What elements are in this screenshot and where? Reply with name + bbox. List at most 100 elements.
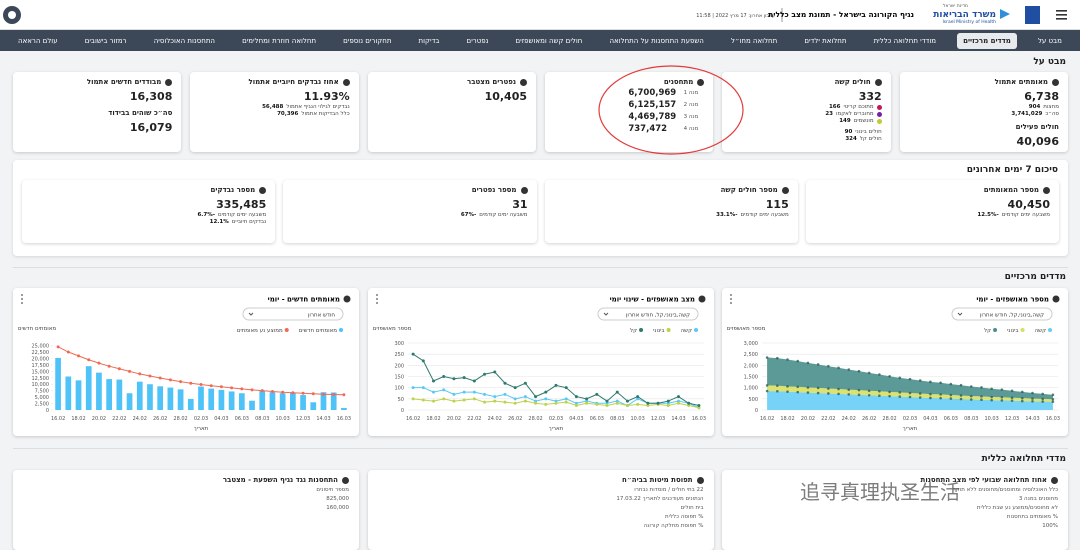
bar — [218, 389, 225, 410]
data-point — [523, 381, 527, 385]
info-icon[interactable] — [696, 476, 704, 484]
last-updated: עדכון אחרון: 17 מרץ 2022 | 11:58 — [696, 13, 775, 19]
nav-item[interactable]: מודדי תחלואה כללית — [873, 36, 937, 45]
legend-label: ממוצע נע מאומתים — [237, 328, 283, 334]
data-point — [878, 394, 881, 398]
legend-swatch — [339, 328, 343, 332]
data-point — [929, 380, 932, 384]
info-icon[interactable] — [1043, 186, 1050, 194]
chart-title: מספר מאושפזים - יומי — [976, 296, 1049, 304]
bar — [208, 388, 215, 410]
data-point — [990, 387, 993, 391]
info-icon[interactable] — [342, 78, 350, 86]
stat-card: תפוסת מיטות בביה״ח 22 בתי חולים / מוסדות … — [367, 470, 714, 550]
card-subtitle: סה״כ שוהים בבידוד — [108, 109, 173, 117]
card-text: מספר חיסונים — [316, 487, 349, 493]
info-icon[interactable] — [165, 78, 173, 86]
info-icon[interactable] — [1051, 476, 1058, 484]
data-point — [656, 401, 660, 405]
y-tick-label: 20,000 — [32, 356, 50, 362]
data-point — [523, 395, 527, 399]
x-tick-label: 24.02 — [133, 416, 147, 422]
data-point — [949, 382, 953, 386]
data-point — [1031, 391, 1034, 395]
stat-card: מספר נבדקים 335,485 משבעה ימים קודמים -6.7%… — [22, 180, 276, 243]
legend-swatch — [993, 328, 998, 332]
card-value: 10,405 — [484, 90, 528, 103]
data-point — [696, 406, 700, 410]
data-point — [107, 364, 111, 368]
info-icon[interactable] — [874, 78, 882, 86]
stat-value: 70,396 — [277, 111, 299, 117]
x-tick-label: 12.03 — [296, 416, 310, 422]
data-point — [867, 371, 871, 375]
bar — [238, 393, 245, 410]
x-tick-label: 14.03 — [1025, 416, 1039, 422]
stat-label: חולים בינוני — [855, 129, 882, 135]
info-icon[interactable] — [342, 476, 349, 484]
data-point — [949, 393, 953, 397]
nav-item[interactable]: מדדים מרכזיים — [957, 32, 1017, 49]
info-icon[interactable] — [697, 78, 705, 86]
card-title-text: מאומתים אתמול — [994, 78, 1048, 86]
nav-item[interactable]: תחלואת ילדים — [804, 36, 847, 45]
card-text: 825,000 — [326, 496, 349, 502]
nav-item[interactable]: בדיקות — [418, 36, 440, 45]
info-icon[interactable] — [259, 186, 267, 194]
summary-cards: מספר המאומתים 40,450 משבעה ימים קודמים -12.… — [22, 180, 1059, 243]
chart-card: מאומתים חדשים - יומי חודש אחרון מאומתים חד… — [13, 288, 359, 436]
data-point — [635, 395, 639, 399]
data-point — [451, 392, 455, 396]
data-point — [1000, 399, 1004, 402]
data-point — [533, 401, 537, 405]
nav-item[interactable]: התחסנות האוכלוסיה — [153, 36, 215, 45]
dropdown[interactable]: קשה,בינוני,קל, חודש אחרון — [951, 307, 1053, 321]
bar — [136, 381, 143, 410]
info-icon[interactable] — [520, 186, 528, 194]
info-icon[interactable] — [1052, 78, 1059, 86]
nav-item[interactable]: חולים קשה ומאושפזים — [515, 36, 583, 45]
spacer — [909, 148, 1059, 152]
dropdown[interactable]: חודש אחרון — [242, 307, 344, 321]
y-tick-label: 1,500 — [744, 375, 758, 381]
x-axis-label: תאריך — [194, 426, 209, 432]
nav-item[interactable]: מבט על — [1037, 36, 1062, 45]
x-tick-label: 16.03 — [1046, 416, 1060, 422]
nav-item[interactable]: רמזור בישובים — [84, 36, 127, 45]
dropdown[interactable]: קשה,בינוני,קל, חודש אחרון — [597, 307, 698, 321]
info-icon[interactable] — [781, 186, 789, 194]
data-point — [918, 392, 922, 395]
card-value: 16,308 — [129, 90, 173, 103]
data-point — [635, 402, 639, 406]
nav-item[interactable]: תחלואה מחו״ל — [730, 36, 778, 45]
nav-item[interactable]: תחלואה חוזרת ומחלימים — [242, 36, 317, 45]
x-tick-label: 08.03 — [964, 416, 978, 422]
data-point — [615, 399, 619, 403]
nav-item[interactable]: השפעת התחסנות על התחלואה — [609, 36, 704, 45]
data-point — [918, 379, 922, 382]
data-point — [543, 397, 547, 401]
card-value: 16,079 — [129, 121, 173, 134]
dose-value: 737,472 — [628, 124, 668, 134]
section-title: מדדים מרכזיים — [1004, 272, 1066, 282]
menu-icon[interactable] — [1056, 10, 1067, 20]
stat-label: כלל הבדיקות אתמול — [301, 111, 350, 117]
data-point — [1041, 397, 1044, 401]
data-point — [827, 387, 830, 390]
data-point — [990, 398, 993, 402]
card-text: % תפוסת מחלקה קורונה — [643, 523, 704, 529]
nav-item[interactable]: תחקורים נוספים — [343, 36, 392, 45]
data-point — [827, 364, 830, 368]
menu-dot — [730, 298, 732, 300]
dropdown-chevron — [248, 312, 254, 316]
data-point — [1010, 389, 1014, 393]
y-tick-label: 0 — [755, 408, 758, 414]
bar — [249, 400, 255, 410]
y-axis-label: מספר מאושפזים — [372, 326, 411, 332]
data-point — [492, 399, 496, 403]
spacer — [731, 124, 881, 128]
data-point — [441, 388, 445, 392]
info-icon[interactable] — [520, 78, 528, 86]
nav-item[interactable]: נפטרים — [466, 36, 489, 45]
nav-item[interactable]: עולם הראאה — [18, 36, 58, 45]
